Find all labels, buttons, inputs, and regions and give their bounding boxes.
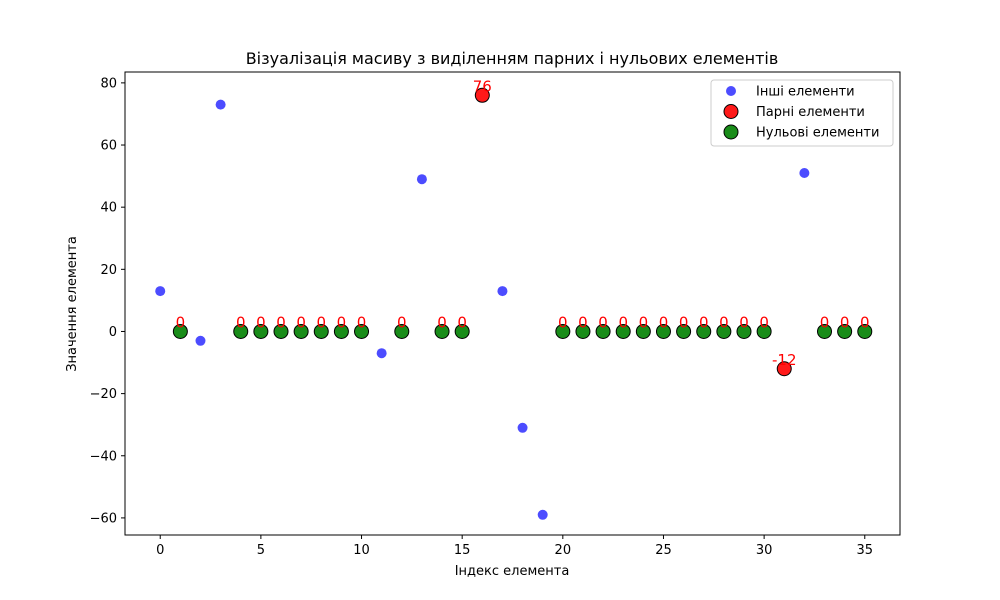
other-element-point [215,99,226,110]
zero-element-point [696,323,712,339]
legend-item-zero-marker [723,124,739,140]
point-value-label: 0 [820,313,830,331]
legend-item-even-marker [723,104,739,119]
point-value-label: 0 [357,313,367,331]
point-value-label: 0 [397,313,407,331]
point-value-label: 0 [860,313,870,331]
even-element-point [776,361,792,377]
zero-element-point [857,323,873,339]
y-axis-label: Значення елемента [65,236,80,372]
x-tick-label: 5 [257,543,265,558]
point-value-label: 0 [316,313,326,331]
legend-item-other-marker [726,86,736,96]
point-value-label: -12 [772,351,797,369]
y-tick-label: 80 [100,76,117,91]
point-value-label: 0 [639,313,649,331]
y-tick-label: 0 [109,325,117,340]
zero-element-point [454,323,470,339]
y-tick-label: −20 [90,387,117,402]
x-tick-label: 35 [856,543,873,558]
y-tick-label: 40 [100,201,117,216]
zero-element-point [635,323,651,339]
other-element-point [799,167,810,178]
x-tick-label: 20 [555,543,572,558]
zero-element-point [676,323,692,339]
legend-item-even-label: Парні елементи [756,105,865,120]
plot-area: 76-120 0 0 0 0 0 0 0 0 0 0 0 0 0 0 0 0 0 0 0 0 0 0 0 0 [155,77,873,520]
zero-element-point [595,323,611,339]
even-element-point [474,87,490,103]
zero-element-point [716,323,732,339]
zero-element-point [172,323,188,339]
zero-element-point [575,323,591,339]
chart-title: Візуалізація масиву з виділенням парних … [246,49,779,68]
legend-box [710,79,894,147]
zero-element-point [756,323,772,339]
y-axis-ticks: −60 −40 −20 0 20 40 60 80 [90,76,125,526]
point-value-label: 0 [176,313,186,331]
point-value-label: 0 [437,313,447,331]
y-tick-label: −60 [90,511,117,526]
x-tick-label: 15 [454,543,471,558]
other-element-point [416,174,427,185]
zero-element-point [394,323,410,339]
zero-element-point [233,323,249,339]
x-tick-label: 30 [756,543,773,558]
other-element-point [537,509,548,520]
zero-element-point [293,323,309,339]
other-element-point [517,422,528,433]
x-axis-label: Індекс елемента [455,564,570,579]
point-value-label: 0 [699,313,709,331]
zero-element-point [615,323,631,339]
plot-frame [124,71,901,536]
point-value-label: 0 [759,313,769,331]
zero-element-point [253,323,269,339]
point-value-label: 76 [473,77,492,95]
point-value-label: 0 [578,313,588,331]
zero-element-point [273,323,289,339]
other-element-point [195,335,206,346]
zero-element-point [655,323,671,339]
point-value-label: 0 [598,313,608,331]
zero-element-point [837,323,853,339]
point-value-label: 0 [337,313,347,331]
other-element-point [155,286,166,297]
legend-item-zero-label: Нульові елементи [756,126,879,141]
point-value-label: 0 [236,313,246,331]
x-tick-label: 10 [353,543,370,558]
point-value-label: 0 [276,313,286,331]
point-value-label: 0 [840,313,850,331]
y-tick-label: −40 [90,449,117,464]
point-value-label: 0 [256,313,266,331]
point-value-label: 0 [296,313,306,331]
y-tick-label: 60 [100,139,117,154]
other-element-point [497,286,508,297]
point-value-label: 0 [679,313,689,331]
x-tick-label: 0 [156,543,164,558]
zero-element-point [555,323,571,339]
zero-element-point [817,323,833,339]
zero-element-point [354,323,370,339]
x-tick-label: 25 [655,543,672,558]
point-value-label: 0 [457,313,467,331]
point-value-label: 0 [739,313,749,331]
point-value-label: 0 [659,313,669,331]
other-element-point [376,348,387,359]
legend-item-other-label: Інші елементи [756,85,855,100]
zero-element-point [313,323,329,339]
zero-element-point [736,323,752,339]
point-value-label: 0 [719,313,729,331]
point-value-label: 0 [558,313,568,331]
x-axis-ticks: 0 5 10 15 20 25 30 35 [156,535,873,558]
y-tick-label: 20 [100,263,117,278]
legend: Інші елементи Парні елементи Нульові елеме… [710,79,894,147]
zero-element-point [434,323,450,339]
zero-element-point [333,323,349,339]
point-value-label: 0 [618,313,628,331]
